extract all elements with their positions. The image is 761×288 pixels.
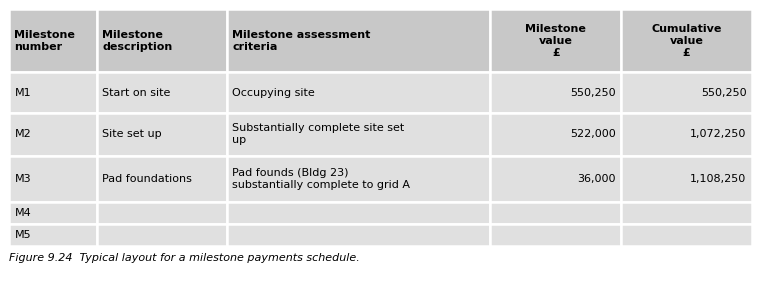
Bar	[621, 202, 752, 224]
Bar	[621, 113, 752, 156]
Bar	[490, 202, 621, 224]
Text: M2: M2	[14, 129, 31, 139]
Bar	[227, 9, 490, 73]
Bar	[621, 73, 752, 113]
Text: 36,000: 36,000	[578, 174, 616, 184]
Text: M3: M3	[14, 174, 31, 184]
Bar	[490, 156, 621, 202]
Bar	[9, 113, 97, 156]
Text: 550,250: 550,250	[701, 88, 747, 98]
Bar	[97, 73, 227, 113]
Bar	[9, 9, 97, 73]
Bar	[9, 156, 97, 202]
Bar	[9, 73, 97, 113]
Bar	[490, 224, 621, 246]
Bar	[621, 224, 752, 246]
Bar	[97, 224, 227, 246]
Bar	[97, 202, 227, 224]
Text: Start on site: Start on site	[102, 88, 170, 98]
Text: M5: M5	[14, 230, 31, 240]
Text: Milestone assessment
criteria: Milestone assessment criteria	[232, 30, 371, 52]
Bar	[9, 202, 97, 224]
Text: Milestone
number: Milestone number	[14, 30, 75, 52]
Text: 1,108,250: 1,108,250	[690, 174, 747, 184]
Text: Substantially complete site set
up: Substantially complete site set up	[232, 123, 404, 145]
Bar	[227, 156, 490, 202]
Bar	[227, 73, 490, 113]
Bar	[621, 9, 752, 73]
Bar	[97, 9, 227, 73]
Text: Milestone
description: Milestone description	[102, 30, 172, 52]
Text: Milestone
value
£: Milestone value £	[525, 24, 586, 58]
Text: M1: M1	[14, 88, 31, 98]
Bar	[97, 113, 227, 156]
Text: Pad foundations: Pad foundations	[102, 174, 192, 184]
Text: Occupying site: Occupying site	[232, 88, 315, 98]
Bar	[97, 156, 227, 202]
Bar	[490, 73, 621, 113]
Text: Figure 9.24  Typical layout for a milestone payments schedule.: Figure 9.24 Typical layout for a milesto…	[9, 253, 360, 264]
Bar	[490, 9, 621, 73]
Text: Site set up: Site set up	[102, 129, 162, 139]
Bar	[9, 224, 97, 246]
Text: M4: M4	[14, 208, 31, 218]
Bar	[490, 113, 621, 156]
Text: Cumulative
value
£: Cumulative value £	[651, 24, 721, 58]
Text: 550,250: 550,250	[570, 88, 616, 98]
Bar	[227, 113, 490, 156]
Bar	[621, 156, 752, 202]
Bar	[227, 224, 490, 246]
Text: 1,072,250: 1,072,250	[690, 129, 747, 139]
Text: 522,000: 522,000	[570, 129, 616, 139]
Text: Pad founds (Bldg 23)
substantially complete to grid A: Pad founds (Bldg 23) substantially compl…	[232, 168, 410, 190]
Bar	[227, 202, 490, 224]
